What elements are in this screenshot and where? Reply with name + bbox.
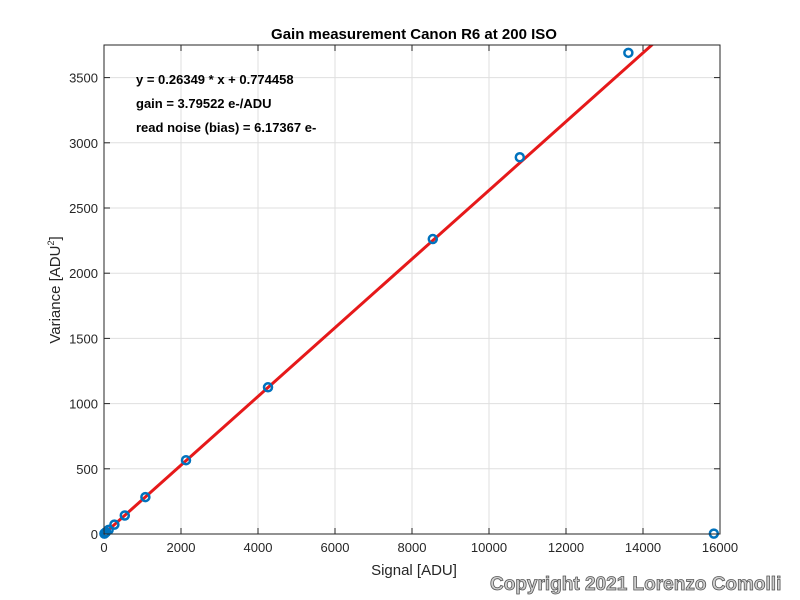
ticks: 0 2000 4000 6000 8000 10000 12000 14000 16000 0 50… [69,45,738,555]
gain-annotation: gain = 3.79522 e-/ADU [136,96,271,111]
x-tick-label: 14000 [625,540,661,555]
fit-line [104,45,655,534]
x-tick-label: 8000 [398,540,427,555]
data-point [262,382,274,393]
y-axis-label: Variance [ADU2] [46,236,64,343]
x-tick-label: 12000 [548,540,584,555]
x-axis-label: Signal [ADU] [371,562,457,579]
x-tick-label: 6000 [321,540,350,555]
chart-title: Gain measurement Canon R6 at 200 ISO [271,26,557,43]
y-tick-label: 3500 [69,71,98,86]
y-tick-label: 2000 [69,266,98,281]
data-point [109,519,120,530]
x-tick-label: 4000 [244,540,273,555]
data-point [514,152,526,163]
y-axis-label-suffix: ] [47,236,64,240]
data-point [427,233,439,245]
y-tick-label: 1500 [69,331,98,346]
x-tick-label: 10000 [471,540,507,555]
y-tick-label: 500 [76,462,98,477]
read-noise-annotation: read noise (bias) = 6.17367 e- [136,120,316,135]
y-tick-label: 2500 [69,201,98,216]
y-axis-label-superscript: 2 [46,241,56,246]
copyright-watermark: Copyright 2021 Lorenzo Comolli [490,574,781,595]
y-tick-label: 0 [91,527,98,542]
y-tick-label: 1000 [69,397,98,412]
x-tick-label: 0 [100,540,107,555]
fit-equation-annotation: y = 0.26349 * x + 0.774458 [136,72,294,87]
data-point [140,491,151,503]
x-tick-label: 16000 [702,540,738,555]
data-point [180,454,192,466]
x-tick-label: 2000 [167,540,196,555]
y-axis-label-main: Variance [ADU [47,246,64,344]
y-tick-label: 3000 [69,136,98,151]
data-point [623,47,634,59]
data-point [119,510,131,521]
